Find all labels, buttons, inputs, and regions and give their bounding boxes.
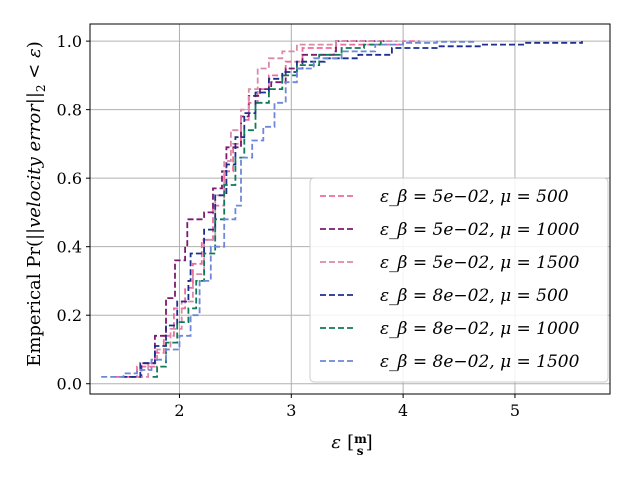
legend-label-5: ε_β = 8e−02, μ = 1000: [380, 319, 580, 339]
legend-box: [309, 177, 609, 383]
legend-label-2: ε_β = 5e−02, μ = 1000: [380, 220, 580, 240]
legend-label-3: ε_β = 5e−02, μ = 1500: [380, 253, 580, 273]
legend: ε_β = 5e−02, μ = 500 ε_β = 5e−02, μ = 100…: [309, 177, 609, 383]
legend-label-4: ε_β = 8e−02, μ = 500: [380, 286, 569, 306]
series-group: [101, 40, 583, 378]
y-tick-label: 1.0: [57, 32, 82, 51]
y-tick-label: 0.0: [57, 375, 82, 394]
legend-label-6: ε_β = 8e−02, μ = 1500: [380, 352, 580, 372]
series-line-1: [114, 40, 420, 378]
x-tick-label: 5: [510, 401, 520, 420]
x-tick-label: 4: [398, 401, 408, 420]
x-axis-label: ε [m s]: [331, 432, 372, 458]
series-line-6: [101, 40, 477, 378]
series-line-3: [137, 40, 398, 378]
plot-frame: [89, 23, 611, 395]
x-tick-label: 3: [286, 401, 296, 420]
series-line-5: [152, 41, 382, 378]
x-tick-label: 2: [174, 401, 184, 420]
y-tick-label: 0.2: [57, 306, 82, 325]
y-tick-label: 0.8: [57, 101, 82, 120]
y-tick-label: 0.6: [57, 169, 82, 188]
y-axis-label: Emperical Pr(||velocity error||2 < ε): [24, 41, 48, 367]
y-tick-label: 0.4: [57, 238, 82, 257]
axis-ticks: 2 3 4 5 0.0 0.2 0.4 0.6 0.8 1.0: [57, 32, 520, 420]
legend-label-1: ε_β = 5e−02, μ = 500: [380, 187, 569, 207]
